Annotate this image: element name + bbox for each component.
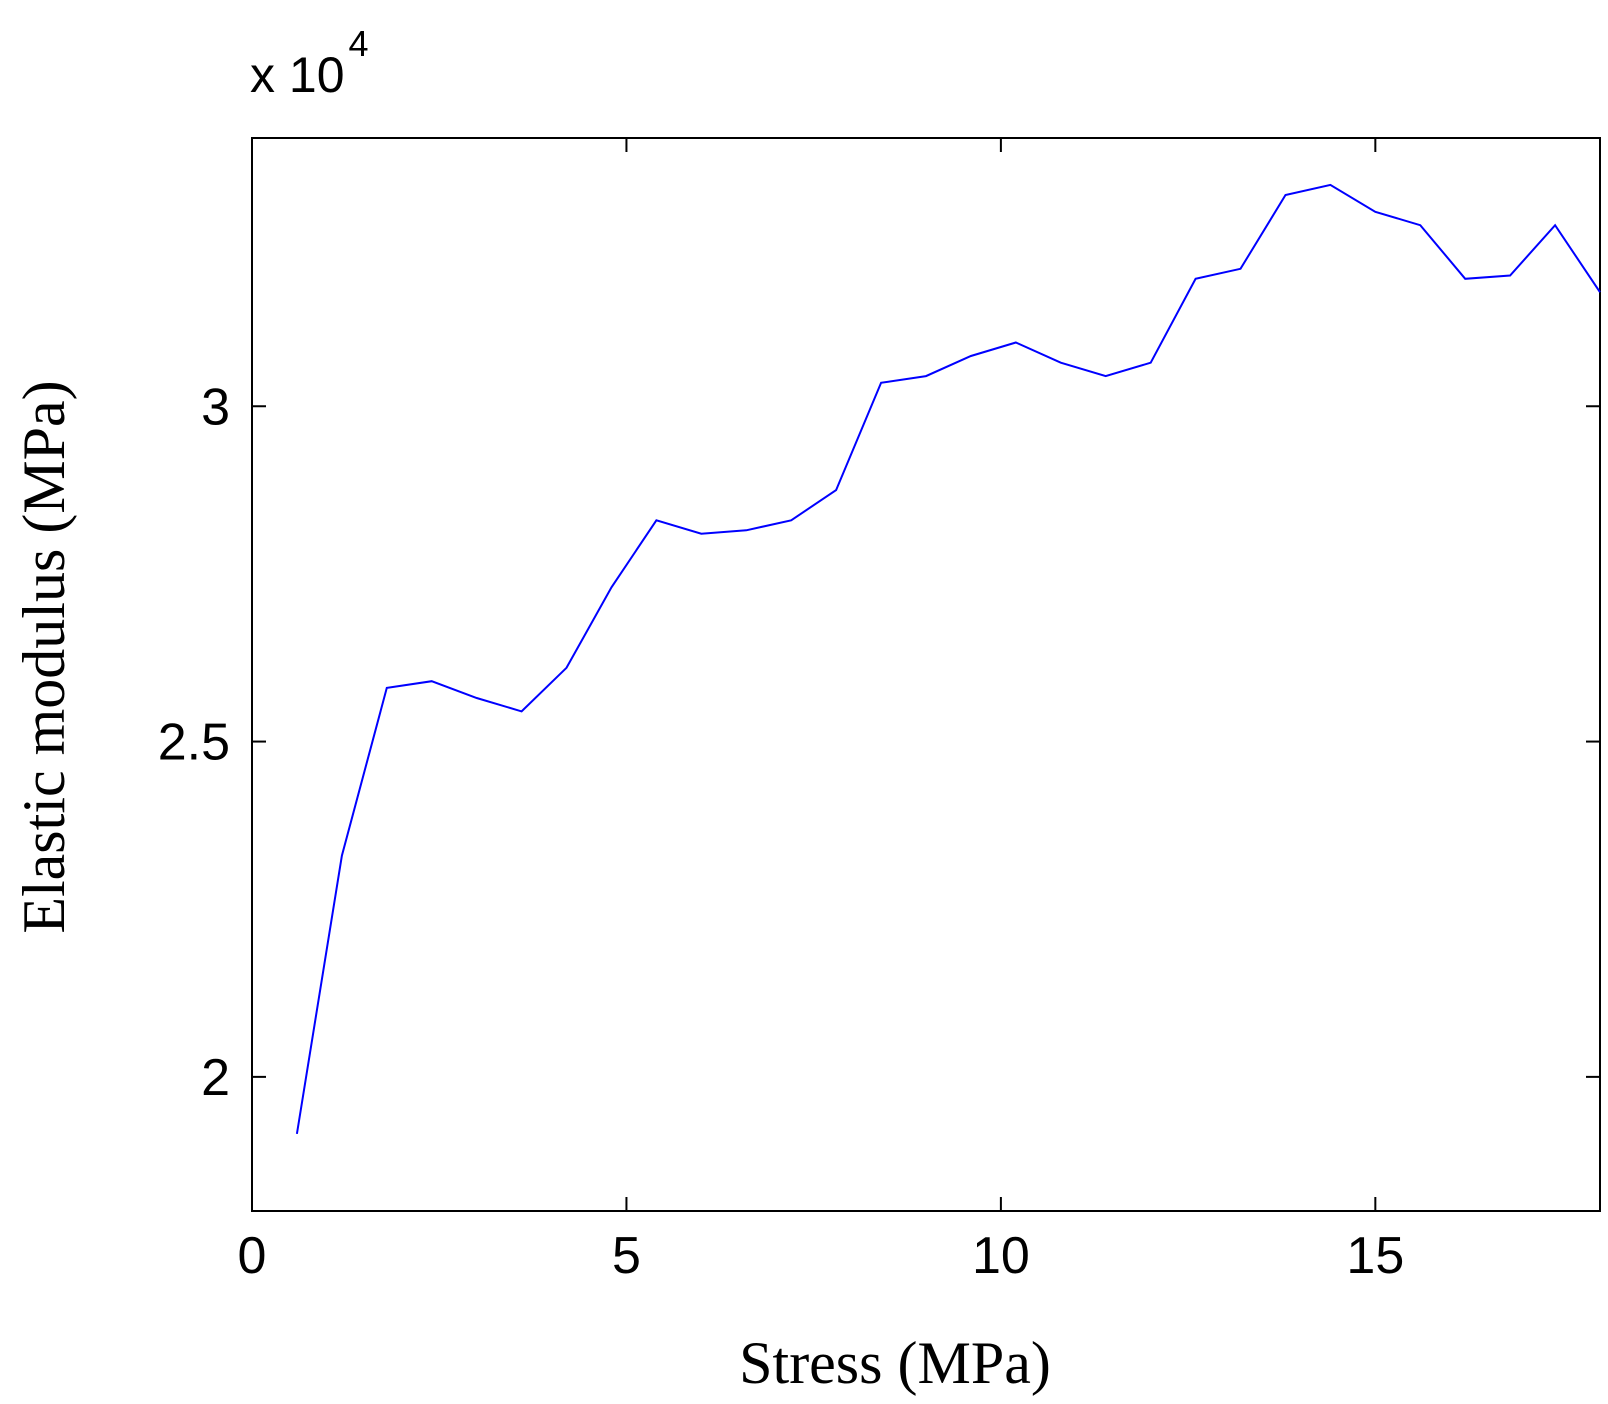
data-point bbox=[700, 533, 702, 535]
data-point bbox=[1419, 224, 1421, 226]
y-axis-title: Elastic modulus (MPa) bbox=[11, 380, 77, 933]
data-point bbox=[1284, 194, 1286, 196]
data-point bbox=[1329, 184, 1331, 186]
data-point bbox=[835, 489, 837, 491]
y-multiplier-base: x 10 bbox=[250, 47, 345, 103]
data-point bbox=[1599, 291, 1601, 293]
data-point bbox=[1060, 362, 1062, 364]
data-point bbox=[610, 586, 612, 588]
x-tick-label: 0 bbox=[238, 1227, 267, 1285]
x-tick-labels: 0 5 10 15 bbox=[238, 1227, 1405, 1285]
y-tick-label: 2.5 bbox=[158, 714, 230, 772]
x-tick-label: 15 bbox=[1346, 1227, 1404, 1285]
data-point bbox=[790, 519, 792, 521]
y-tick-label: 3 bbox=[201, 378, 230, 436]
series-line bbox=[295, 183, 1601, 1135]
data-point bbox=[880, 382, 882, 384]
data-point bbox=[655, 519, 657, 521]
data-point bbox=[925, 375, 927, 377]
data-point bbox=[521, 710, 523, 712]
data-point bbox=[1015, 342, 1017, 344]
data-point bbox=[1374, 211, 1376, 213]
data-points bbox=[296, 184, 1601, 1135]
data-point bbox=[1195, 278, 1197, 280]
y-multiplier-exponent: 4 bbox=[349, 23, 369, 64]
x-axis-title: Stress (MPa) bbox=[739, 1330, 1051, 1396]
data-point bbox=[1150, 362, 1152, 364]
data-point bbox=[1554, 224, 1556, 226]
data-point bbox=[1105, 375, 1107, 377]
y-axis-multiplier: x 104 bbox=[250, 23, 369, 103]
data-point bbox=[745, 529, 747, 531]
data-point bbox=[566, 667, 568, 669]
data-point bbox=[341, 855, 343, 857]
y-tick-labels: 22.53 bbox=[158, 378, 230, 1107]
x-tick-label: 10 bbox=[972, 1227, 1030, 1285]
data-point bbox=[431, 680, 433, 682]
data-point bbox=[386, 687, 388, 689]
data-point bbox=[1464, 278, 1466, 280]
data-point bbox=[1240, 268, 1242, 270]
x-tick-label: 5 bbox=[612, 1227, 641, 1285]
data-point bbox=[476, 697, 478, 699]
y-tick-label: 2 bbox=[201, 1049, 230, 1107]
tick-marks bbox=[251, 138, 1600, 1211]
data-point bbox=[1509, 274, 1511, 276]
plot-frame bbox=[251, 137, 1601, 1212]
data-point bbox=[296, 1133, 298, 1135]
data-point bbox=[970, 355, 972, 357]
